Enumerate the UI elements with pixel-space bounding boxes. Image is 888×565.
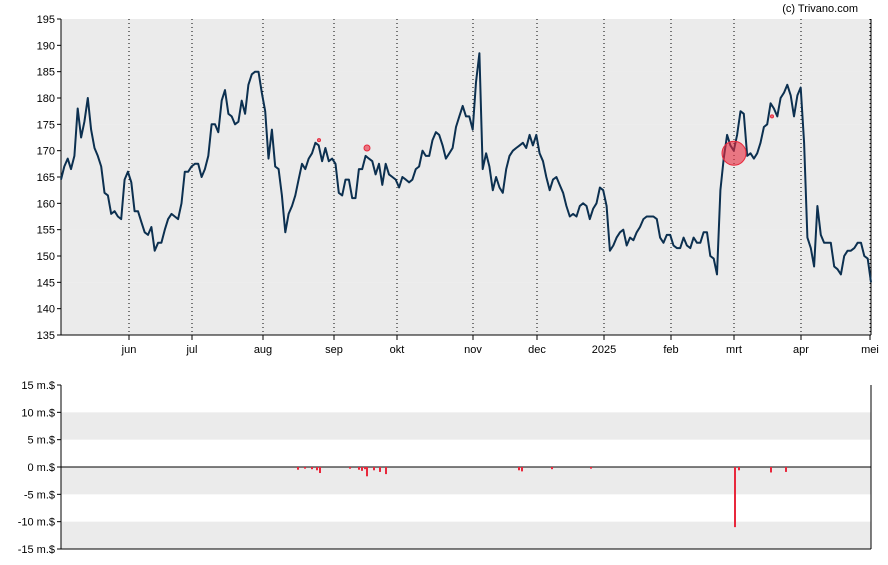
y-tick-label: 155	[37, 225, 55, 237]
grid-band	[61, 412, 871, 440]
y-tick-label: 175	[37, 119, 55, 131]
grid-band	[61, 19, 871, 72]
y-tick-label: 180	[37, 93, 55, 105]
x-tick-label: dec	[528, 344, 546, 356]
y-tick-label: -10 m.$	[18, 517, 55, 529]
y-tick-label: 140	[37, 304, 55, 316]
grid-band	[61, 229, 871, 283]
y-tick-label: 165	[37, 172, 55, 184]
insider-bar	[311, 467, 313, 470]
y-tick-label: 135	[37, 330, 55, 342]
insider-bar	[361, 467, 363, 471]
x-tick-label: apr	[793, 344, 809, 356]
price-chart: jun jul aug sep okt nov dec 2025 feb mrt apr mei 135…	[37, 14, 879, 356]
y-tick-label: 170	[37, 146, 55, 158]
x-tick-label: mei	[861, 344, 879, 356]
insider-bar	[551, 467, 553, 470]
insider-volume-chart: 15 m.$ 10 m.$ 5 m.$ 0 m.$ -5 m.$ -10 m.$ -15 m…	[18, 380, 872, 556]
insider-bar	[785, 467, 787, 472]
grid-band	[61, 124, 871, 177]
grid-band	[61, 177, 871, 230]
insider-bar	[366, 467, 368, 477]
insider-bar	[738, 467, 740, 471]
insider-bar	[316, 467, 318, 471]
y-tick-label: 0 m.$	[27, 462, 55, 474]
insider-bar	[518, 467, 520, 471]
insider-bar	[770, 467, 772, 473]
x-tick-label: 2025	[592, 344, 616, 356]
insider-bar	[364, 467, 366, 470]
price-line	[60, 52, 872, 283]
x-tick-label: okt	[390, 344, 405, 356]
y-tick-label: 15 m.$	[21, 380, 55, 392]
grid-band	[61, 521, 871, 549]
y-tick-label: 145	[37, 277, 55, 289]
insider-bar	[379, 467, 381, 472]
insider-bar	[297, 467, 299, 470]
x-tick-label: feb	[663, 344, 678, 356]
y-tick-label: 150	[37, 251, 55, 263]
insider-bar	[373, 467, 375, 471]
x-tick-label: jul	[185, 344, 197, 356]
y-tick-label: -5 m.$	[24, 489, 55, 501]
transaction-marker	[770, 114, 774, 119]
y-tick-label: 185	[37, 67, 55, 79]
grid-band	[61, 467, 871, 495]
grid-band	[61, 282, 871, 335]
insider-bar	[319, 467, 321, 474]
y-tick-label: 190	[37, 40, 55, 52]
transaction-marker	[721, 140, 747, 166]
x-tick-label: jun	[121, 344, 137, 356]
y-tick-label: 195	[37, 14, 55, 26]
y-tick-label: 160	[37, 198, 55, 210]
insider-bar	[304, 467, 306, 469]
x-tick-label: sep	[325, 344, 343, 356]
insider-bar	[349, 467, 351, 469]
x-tick-label: mrt	[726, 344, 742, 356]
x-tick-label: nov	[464, 344, 482, 356]
y-tick-label: 5 m.$	[27, 435, 55, 447]
y-tick-label: -15 m.$	[18, 544, 55, 556]
credit-text: (c) Trivano.com	[782, 3, 858, 15]
insider-bar	[358, 467, 360, 470]
x-tick-label: aug	[254, 344, 272, 356]
insider-bar	[521, 467, 523, 472]
transaction-marker	[363, 144, 371, 152]
y-tick-label: 10 m.$	[21, 407, 55, 419]
insider-bar	[734, 467, 736, 528]
insider-bar	[385, 467, 387, 475]
insider-bar	[590, 467, 592, 469]
transaction-marker	[317, 138, 321, 143]
